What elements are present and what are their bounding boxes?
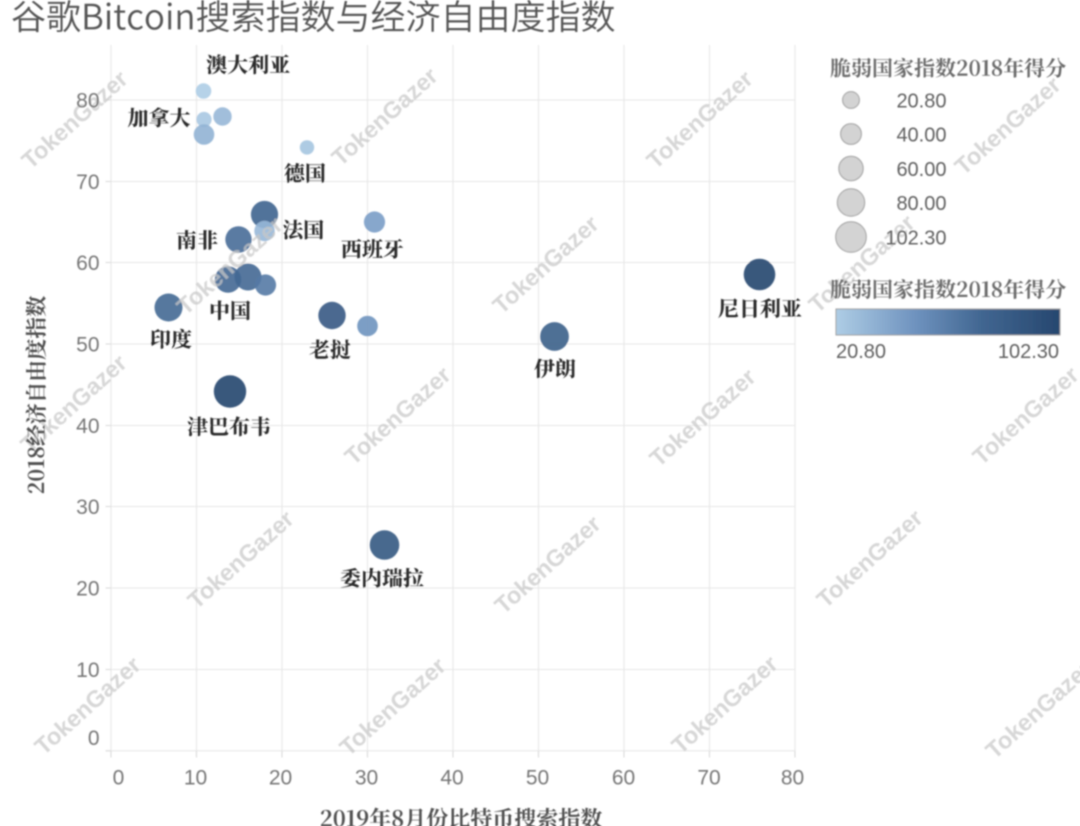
svg-text:20.80: 20.80	[896, 90, 946, 112]
svg-text:80: 80	[76, 90, 99, 113]
svg-text:0: 0	[88, 727, 100, 750]
svg-text:60: 60	[76, 252, 99, 275]
svg-text:40.00: 40.00	[896, 124, 946, 146]
svg-text:0: 0	[113, 767, 125, 790]
svg-text:80: 80	[781, 767, 804, 790]
svg-text:40: 40	[76, 415, 99, 438]
svg-text:70: 70	[697, 767, 720, 790]
svg-text:50: 50	[526, 767, 549, 790]
svg-text:10: 10	[184, 767, 207, 790]
svg-text:20.80: 20.80	[836, 341, 886, 363]
svg-text:70: 70	[76, 171, 99, 194]
svg-text:20: 20	[76, 578, 99, 601]
svg-text:30: 30	[355, 767, 378, 790]
svg-text:10: 10	[76, 659, 99, 682]
svg-text:102.30: 102.30	[885, 227, 946, 249]
svg-text:40: 40	[440, 767, 463, 790]
svg-text:80.00: 80.00	[896, 193, 946, 215]
svg-text:50: 50	[76, 334, 99, 357]
svg-text:60: 60	[612, 767, 635, 790]
svg-text:102.30: 102.30	[998, 341, 1059, 363]
svg-text:30: 30	[76, 496, 99, 519]
svg-text:60.00: 60.00	[896, 159, 946, 181]
svg-text:20: 20	[269, 767, 292, 790]
